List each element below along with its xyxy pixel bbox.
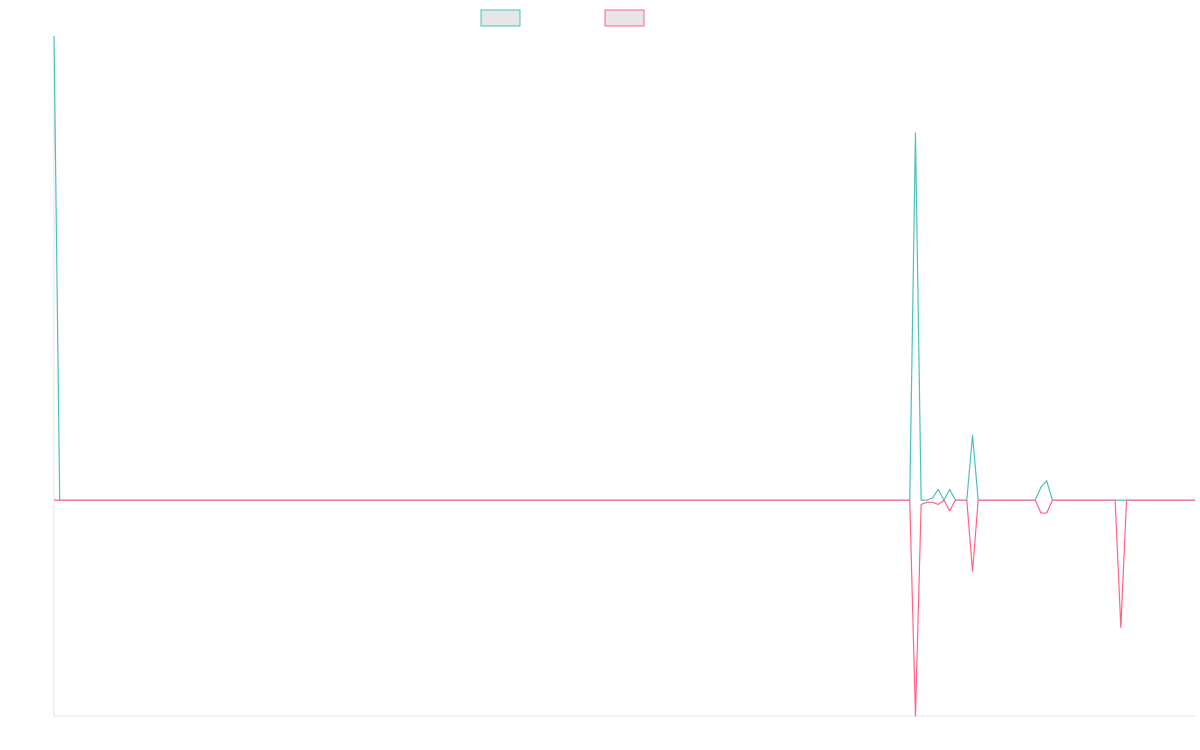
series-line-1 (53, 35, 1195, 501)
legend-swatch-2 (604, 9, 645, 27)
legend-swatch-1 (480, 9, 521, 27)
series-line-2 (54, 499, 1195, 717)
legend (480, 9, 645, 27)
chart-axes (53, 36, 1195, 717)
plot-area (53, 35, 1195, 717)
